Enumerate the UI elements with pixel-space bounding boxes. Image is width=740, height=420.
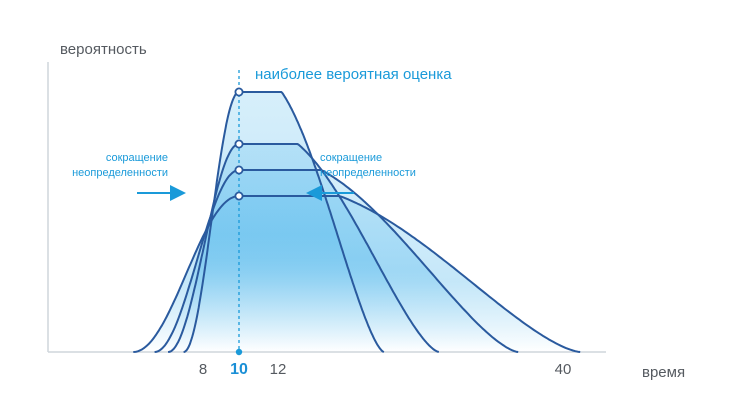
peak-marker-1 xyxy=(234,191,244,201)
peak-marker-4 xyxy=(234,87,244,97)
curve-fill-4 xyxy=(183,92,384,352)
peak-marker-3 xyxy=(234,139,244,149)
x-tick-label-40: 40 xyxy=(555,361,572,378)
left-uncertainty-label-line2: неопределенности xyxy=(72,167,168,179)
distribution-curve-3 xyxy=(168,143,440,353)
y-axis-label: вероятность xyxy=(60,41,147,58)
peak-marker-2 xyxy=(234,165,244,175)
left-uncertainty-label-line1: сокращение xyxy=(106,152,168,164)
x-tick-label-8: 8 xyxy=(199,361,207,378)
most-likely-estimate-label: наиболее вероятная оценка xyxy=(255,66,452,83)
distribution-curve-2 xyxy=(154,169,519,353)
curve-fills xyxy=(133,92,581,352)
x-axis-label: время xyxy=(642,364,685,381)
right-uncertainty-label-line2: неопределенности xyxy=(320,167,416,179)
x-tick-label-12: 12 xyxy=(270,361,287,378)
distribution-curve-4 xyxy=(183,91,385,353)
right-uncertainty-label-line1: сокращение xyxy=(320,152,382,164)
curve-lines xyxy=(133,91,581,353)
mode-axis-marker xyxy=(235,348,243,356)
peak-markers xyxy=(234,87,244,201)
x-tick-label-10: 10 xyxy=(230,361,248,378)
